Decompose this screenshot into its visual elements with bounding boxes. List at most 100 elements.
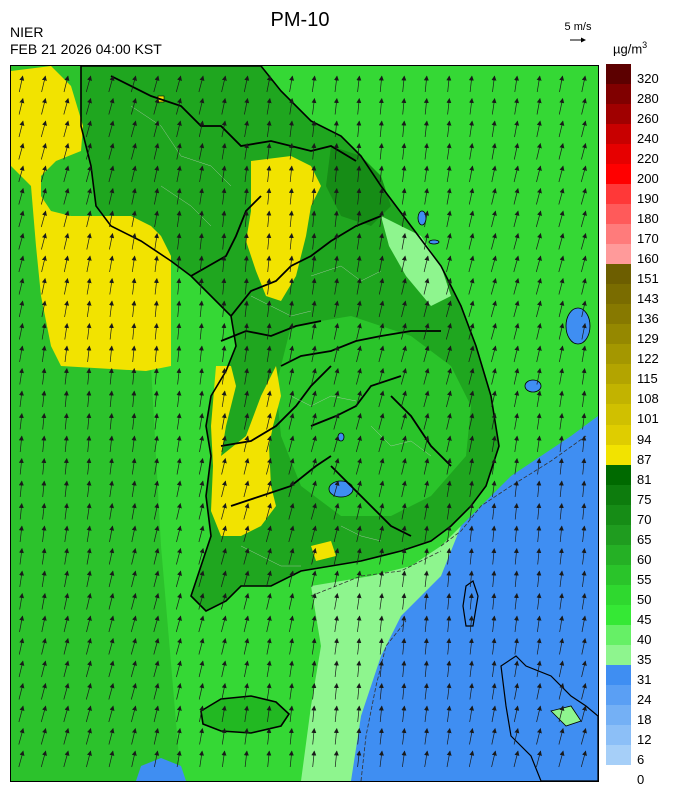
wind-arrow: [18, 638, 25, 655]
wind-arrow: [468, 638, 474, 655]
legend-swatch: [606, 744, 631, 766]
wind-arrow: [446, 458, 452, 475]
wind-arrow: [469, 165, 475, 183]
wind-arrow: [108, 165, 115, 183]
wind-arrow: [266, 458, 272, 475]
wind-arrow: [491, 390, 497, 408]
wind-arrow: [130, 683, 137, 700]
wind-arrow: [311, 255, 317, 273]
wind-arrow: [558, 458, 564, 475]
wind-arrow: [221, 255, 227, 273]
wind-arrow: [356, 683, 362, 700]
wind-arrow: [536, 413, 542, 430]
wind-arrow: [356, 593, 362, 610]
wind-arrow: [176, 728, 182, 745]
wind-arrow: [491, 413, 497, 430]
legend-swatch: [606, 504, 631, 526]
wind-arrow: [333, 188, 339, 205]
wind-arrow: [468, 255, 475, 273]
wind-arrow: [356, 728, 362, 745]
wind-arrow: [86, 458, 92, 475]
color-legend: [606, 64, 631, 766]
wind-arrow: [131, 210, 137, 228]
wind-arrow: [378, 345, 385, 363]
pm10-map[interactable]: [10, 65, 599, 782]
wind-arrow: [581, 705, 587, 723]
wind-arrow: [536, 323, 542, 340]
wind-arrow: [445, 323, 452, 340]
wind-arrow: [356, 323, 362, 340]
wind-arrow: [63, 750, 70, 768]
wind-arrow: [86, 368, 92, 385]
wind-arrow: [311, 188, 317, 205]
wind-arrow: [86, 210, 92, 228]
wind-arrow: [109, 278, 115, 295]
wind-arrow: [468, 750, 475, 768]
wind-arrow: [243, 75, 250, 93]
wind-arrow: [243, 480, 250, 498]
wind-arrow: [175, 615, 182, 633]
wind-arrow: [356, 480, 362, 498]
wind-arrow: [423, 143, 429, 160]
wind-arrow: [333, 480, 340, 498]
wind-arrow: [356, 120, 362, 138]
wind-arrow: [153, 638, 160, 655]
district-line: [160, 185, 212, 227]
wind-arrow: [289, 683, 294, 700]
wind-arrow: [41, 683, 47, 700]
wind-arrow: [108, 143, 115, 160]
wind-arrow: [401, 683, 407, 700]
wind-arrow: [131, 255, 137, 273]
wind-arrow: [423, 593, 429, 610]
wind-arrow: [401, 615, 407, 633]
wind-arrow: [85, 728, 92, 745]
wind-arrow: [536, 480, 542, 498]
wind-arrow: [400, 390, 407, 408]
wind-arrow: [513, 165, 520, 183]
wind-arrow: [86, 480, 92, 498]
wind-arrow: [379, 570, 385, 588]
wind-arrow: [288, 255, 294, 273]
yellow-zone-west-coast: [211, 366, 281, 536]
wind-arrow: [108, 98, 115, 115]
wind-arrow: [311, 143, 317, 160]
wind-arrow: [199, 705, 205, 723]
wind-arrow: [536, 75, 542, 93]
wind-arrow: [266, 570, 272, 588]
wind-arrow: [468, 548, 474, 565]
wind-arrow: [446, 390, 452, 408]
wind-arrow: [536, 98, 542, 115]
wind-arrow: [176, 458, 182, 475]
wind-arrow: [85, 660, 92, 678]
legend-tick-label: 220: [637, 151, 659, 167]
wind-arrow: [41, 390, 47, 408]
wind-arrow: [266, 728, 272, 745]
wind-arrow: [378, 323, 385, 340]
wind-arrow: [153, 525, 160, 543]
wind-arrow: [401, 548, 407, 565]
wind-arrow: [513, 210, 520, 228]
wind-arrow: [558, 660, 565, 678]
legend-swatch: [606, 284, 631, 305]
wind-arrow: [243, 300, 249, 318]
wind-arrow: [41, 480, 47, 498]
wind-arrow: [85, 683, 92, 700]
wind-arrow: [333, 165, 339, 183]
wind-arrow: [581, 660, 587, 678]
wind-arrow: [333, 728, 339, 745]
legend-tick-label: 240: [637, 131, 659, 147]
wind-arrow: [63, 210, 70, 228]
wind-arrow: [176, 705, 182, 723]
wind-arrow: [423, 638, 429, 655]
wind-arrow: [491, 503, 497, 520]
wind-arrow: [446, 233, 452, 250]
wind-arrow: [469, 503, 474, 520]
wind-arrow: [131, 345, 137, 363]
wind-arrow: [401, 750, 407, 768]
wind-arrow: [153, 75, 160, 93]
wind-arrow: [153, 705, 160, 723]
legend-swatch: [606, 484, 631, 506]
wind-arrow: [491, 593, 497, 610]
wind-arrow: [41, 278, 47, 295]
district-line: [240, 545, 301, 567]
